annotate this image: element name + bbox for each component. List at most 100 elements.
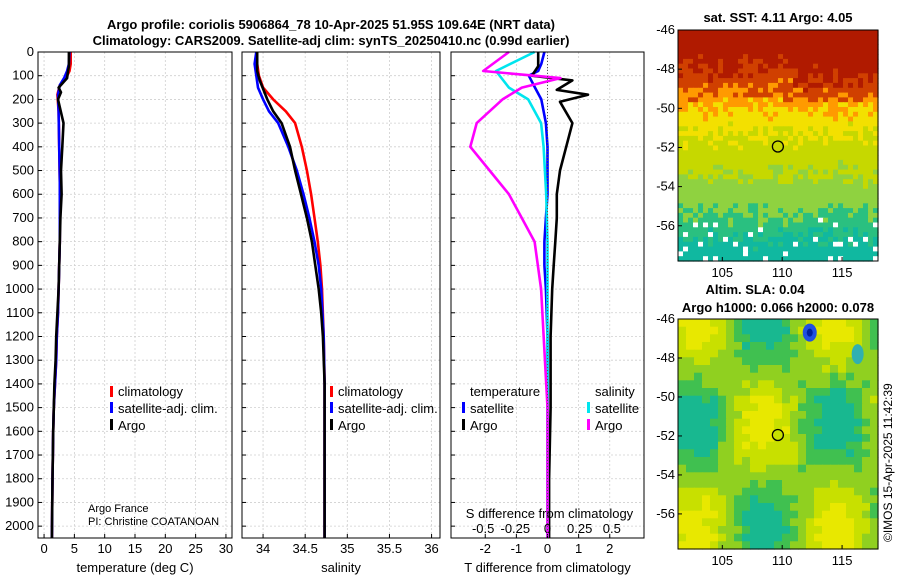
map-cell — [873, 251, 879, 257]
map-cell — [773, 145, 779, 151]
map-cell — [734, 518, 743, 527]
map-cell — [748, 256, 754, 262]
map-cell — [783, 140, 789, 147]
map-cell — [833, 63, 839, 70]
map-cell — [718, 480, 727, 489]
map-cell — [782, 457, 791, 466]
map-cell — [854, 495, 863, 504]
map-cell — [838, 480, 847, 489]
map-cell — [818, 256, 824, 262]
map-cell — [863, 107, 869, 113]
map-cell — [733, 116, 739, 122]
map-cell — [803, 131, 809, 137]
map-cell — [738, 232, 744, 238]
map-cell — [833, 58, 839, 65]
map-cell — [846, 403, 855, 412]
map-cell — [833, 111, 839, 118]
map-cell — [702, 533, 711, 542]
map-cell — [846, 434, 855, 443]
map-cell — [853, 54, 859, 60]
map-cell — [798, 495, 807, 504]
map-cell — [733, 169, 739, 175]
map-cell — [853, 174, 859, 180]
map-cell — [833, 116, 839, 122]
map-cell — [763, 44, 769, 50]
x-axis-label: salinity — [321, 560, 361, 575]
map-cell — [782, 449, 791, 458]
map-cell — [694, 395, 703, 404]
map-cell — [718, 464, 727, 473]
map-cell — [678, 365, 687, 374]
map-cell — [763, 198, 769, 204]
map-cell — [753, 78, 759, 84]
map-cell — [873, 121, 879, 127]
map-cell — [693, 107, 699, 113]
map-cell — [798, 145, 804, 151]
map-cell — [726, 533, 735, 542]
map-cell — [702, 472, 711, 481]
map-cell — [813, 30, 819, 36]
map-cell — [828, 150, 834, 156]
argo-position-marker — [771, 140, 785, 153]
map-cell — [803, 159, 809, 166]
map-cell — [748, 30, 754, 36]
map-cell — [698, 155, 704, 161]
map-cell — [798, 232, 804, 238]
map-cell — [833, 44, 839, 50]
map-cell — [833, 241, 839, 248]
map-cell — [782, 426, 791, 435]
map-cell — [783, 145, 789, 151]
map-cell — [678, 135, 684, 142]
map-cell — [688, 30, 694, 36]
map-cell — [798, 388, 807, 397]
map-cell — [806, 495, 815, 504]
map-cell — [803, 145, 809, 151]
map-cell — [793, 155, 799, 161]
map-cell — [848, 227, 854, 233]
map-cell — [694, 342, 703, 351]
map-cell — [710, 395, 719, 404]
map-cell — [726, 526, 735, 535]
map-cell — [710, 510, 719, 519]
map-cell — [863, 111, 869, 118]
map-cell — [686, 533, 695, 542]
map-cell — [693, 164, 699, 171]
map-cell — [718, 145, 724, 151]
map-cell — [830, 533, 839, 542]
map-cell — [728, 222, 734, 228]
map-cell — [808, 30, 814, 36]
map-cell — [718, 434, 727, 443]
map-cell — [873, 155, 879, 161]
map-cell — [768, 174, 774, 180]
map-cell — [768, 58, 774, 65]
map-cell — [813, 174, 819, 180]
map-cell — [778, 145, 784, 151]
map-cell — [708, 68, 714, 74]
map-cell — [788, 256, 794, 262]
map-cell — [833, 232, 839, 238]
y-tick-label: 1500 — [5, 400, 34, 415]
map-cell — [768, 145, 774, 151]
map-cell — [758, 184, 764, 190]
map-cell — [728, 179, 734, 185]
map-cell — [822, 319, 831, 328]
map-cell — [758, 78, 764, 84]
map-cell — [818, 87, 824, 94]
map-cell — [686, 510, 695, 519]
map-cell — [693, 97, 699, 103]
map-cell — [726, 388, 735, 397]
map-cell — [743, 203, 749, 209]
map-cell — [698, 203, 704, 209]
map-cell — [743, 121, 749, 127]
map-cell — [798, 58, 804, 65]
map-cell — [766, 411, 775, 420]
map-cell — [793, 188, 799, 195]
map-cell — [733, 222, 739, 228]
map-cell — [798, 44, 804, 50]
map-cell — [803, 68, 809, 74]
map-cell — [813, 87, 819, 94]
map-cell — [774, 487, 783, 496]
map-cell — [833, 39, 839, 45]
map-cell — [726, 426, 735, 435]
map-cell — [693, 49, 699, 55]
